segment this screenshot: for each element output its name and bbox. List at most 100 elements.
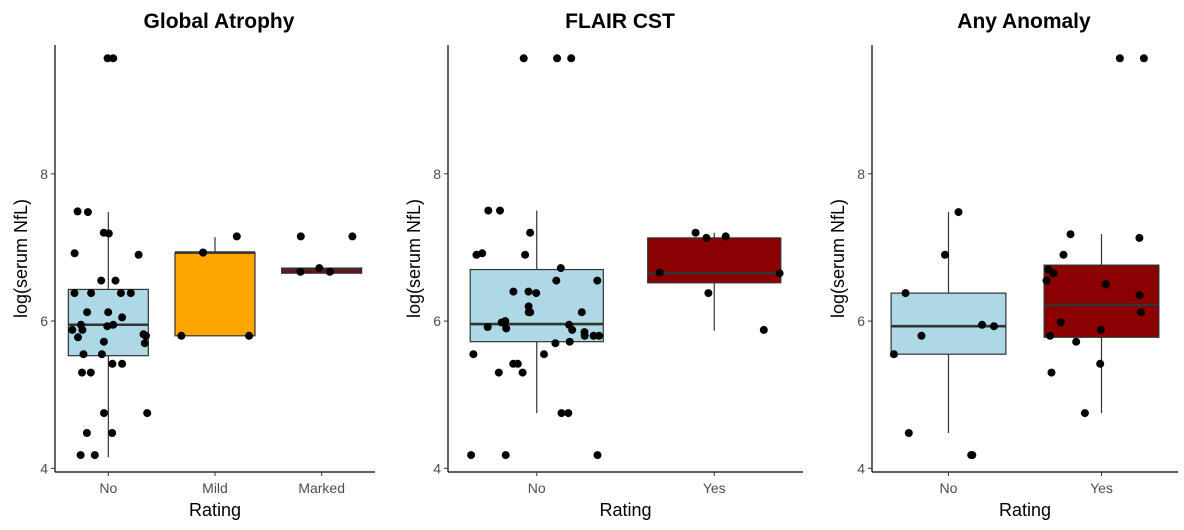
data-point <box>509 287 518 296</box>
panel-3: Any Anomaly 4 6 8 log(serum NfL) No Yes Rating <box>828 10 1178 520</box>
data-point <box>564 409 573 418</box>
y-tick-label: 8 <box>40 166 48 182</box>
data-point <box>116 289 125 298</box>
data-point <box>524 287 533 296</box>
data-point <box>1096 325 1105 334</box>
data-point <box>565 337 574 346</box>
data-point <box>519 54 528 63</box>
data-point <box>1096 359 1105 368</box>
data-point <box>82 429 91 437</box>
data-point <box>1066 230 1075 239</box>
data-point <box>134 250 143 259</box>
x-axis-label: Rating <box>999 500 1051 520</box>
panel-1: Global Atrophy 4 6 8 log(serum NfL) No Mild Mar… <box>11 10 375 520</box>
y-tick-label: 4 <box>857 460 865 476</box>
data-point <box>568 325 577 334</box>
box-yes <box>647 232 782 331</box>
data-point <box>1046 331 1055 340</box>
data-point <box>1056 318 1065 327</box>
data-point <box>595 331 604 340</box>
data-point <box>513 359 522 368</box>
data-point <box>83 208 92 217</box>
data-point <box>691 228 700 237</box>
data-point <box>87 289 96 298</box>
data-point <box>83 308 92 317</box>
data-point <box>497 318 506 327</box>
data-point <box>296 232 305 241</box>
box-body <box>647 237 782 284</box>
data-point <box>103 54 112 63</box>
data-point <box>551 339 560 348</box>
data-point <box>1080 409 1089 418</box>
data-point <box>501 451 510 460</box>
data-point <box>108 359 117 368</box>
box-body <box>890 292 1007 355</box>
chart-title: FLAIR CST <box>565 10 675 33</box>
data-point <box>1049 269 1058 278</box>
data-point <box>496 206 504 215</box>
data-point <box>472 250 481 259</box>
data-point <box>655 268 664 277</box>
data-point <box>904 429 913 437</box>
data-point <box>917 331 926 340</box>
data-point <box>140 339 149 348</box>
y-axis-label: log(serum NfL) <box>11 199 31 318</box>
data-point <box>1042 276 1051 285</box>
y-tick-label: 4 <box>40 460 48 476</box>
chart-title: Any Anomaly <box>957 10 1091 33</box>
box-mild <box>174 237 256 337</box>
data-point <box>315 264 324 273</box>
data-point <box>103 322 112 331</box>
data-point <box>108 429 117 437</box>
data-point <box>901 289 910 298</box>
y-tick-label: 6 <box>857 313 865 329</box>
data-point <box>978 320 987 329</box>
data-point <box>177 331 186 340</box>
data-point <box>97 350 106 359</box>
data-point <box>526 228 535 237</box>
data-point <box>199 248 207 257</box>
data-point <box>702 233 711 242</box>
data-point <box>70 249 79 258</box>
data-point <box>104 308 113 317</box>
x-tick-label-mild: Mild <box>202 480 228 496</box>
x-tick-label-yes: Yes <box>1090 480 1113 496</box>
x-axis-label: Rating <box>189 500 241 520</box>
data-point <box>1136 308 1145 317</box>
data-point <box>73 207 82 216</box>
data-point <box>524 308 533 317</box>
panel-2: FLAIR CST 4 6 8 log(serum NfL) No Yes Rating <box>404 10 803 520</box>
data-point <box>759 325 768 334</box>
data-point <box>70 289 79 298</box>
x-tick-label-marked: Marked <box>298 480 345 496</box>
data-point <box>721 232 730 241</box>
box-no <box>890 212 1007 433</box>
data-point <box>90 451 99 460</box>
data-point <box>78 325 87 334</box>
data-point <box>553 54 562 63</box>
y-tick-label: 8 <box>433 166 441 182</box>
data-point <box>1135 291 1144 300</box>
data-point <box>552 276 561 285</box>
data-point <box>1072 337 1081 346</box>
x-axis-label: Rating <box>599 500 651 520</box>
data-point <box>467 451 476 460</box>
y-axis-label: log(serum NfL) <box>828 199 848 318</box>
data-point <box>325 267 334 276</box>
data-point <box>111 276 120 285</box>
data-point <box>483 323 492 331</box>
data-point <box>469 350 478 359</box>
data-point <box>99 337 108 346</box>
data-point <box>990 322 998 331</box>
data-point <box>532 289 541 298</box>
data-point <box>68 325 77 334</box>
data-point <box>889 350 898 359</box>
data-point <box>1101 280 1110 289</box>
x-tick-label-no: No <box>528 480 546 496</box>
data-point <box>348 232 357 241</box>
data-point <box>1139 54 1148 63</box>
data-point <box>954 208 963 217</box>
x-tick-label-yes: Yes <box>703 480 726 496</box>
